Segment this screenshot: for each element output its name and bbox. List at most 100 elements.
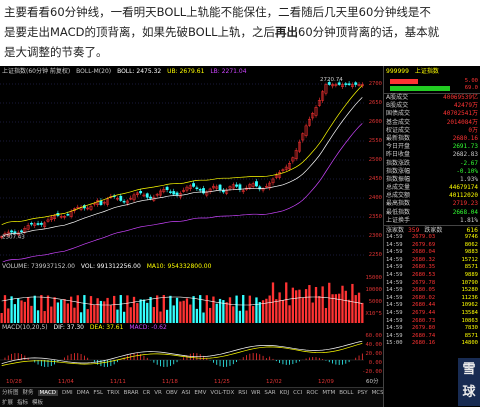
candle-body <box>165 186 169 190</box>
indicator-tab[interactable]: DMA <box>76 390 90 396</box>
candle-body <box>135 192 139 196</box>
candle-body <box>159 190 162 196</box>
volume-bar <box>146 302 149 323</box>
indicator-tab[interactable]: SAR <box>264 390 276 396</box>
indicator-tab-row: 分析图 财务 MACD DMI DMA FSL TRIX BRAR CR VR OBV ASI EMV V… <box>0 388 387 398</box>
volume-bar <box>86 309 89 323</box>
volume-bar <box>195 308 199 323</box>
indicator-tab[interactable]: FSL <box>93 390 104 396</box>
macd-axis-label: 60.00 <box>365 333 382 339</box>
candle-body <box>202 188 205 194</box>
indicator-tab[interactable]: WR <box>251 390 261 396</box>
indicator-tabs: 分析图 财务 MACD DMI DMA FSL TRIX BRAR CR VR OBV ASI EMV V… <box>0 387 387 407</box>
indicator-tab[interactable]: KDJ <box>279 390 290 396</box>
indicator-tab[interactable]: VR <box>154 390 162 396</box>
quote-header: 999999 上证指数 <box>384 66 480 77</box>
volume-bar <box>175 297 179 323</box>
candle-body <box>89 205 93 210</box>
candle-body <box>258 186 262 190</box>
quote-stat-label: 基金成交 <box>386 118 411 126</box>
quote-stat-row: 指数涨跌 -2.67 <box>384 160 480 168</box>
indicator-tab[interactable]: RSI <box>238 390 248 396</box>
quote-stat-label: 指数涨跌 <box>386 159 411 167</box>
candle-body <box>192 183 195 187</box>
volume-bar <box>40 295 43 323</box>
tick-row: 14:59 2680.73 10863 <box>384 318 480 326</box>
indicator-tab[interactable]: BRAR <box>123 390 139 396</box>
candle-body <box>311 112 315 119</box>
indicator-tab-row-2: 扩展 指标 模板 <box>0 398 383 407</box>
quote-stat-value: 0万 <box>468 126 478 134</box>
indicator-tab[interactable]: CR <box>142 390 151 396</box>
candle-body <box>182 189 186 192</box>
indicator-tab[interactable]: BOLL <box>339 390 354 396</box>
candle-body <box>149 196 152 199</box>
tick-volume: 8571 <box>464 264 478 271</box>
volume-bar <box>3 295 7 323</box>
tick-time: 14:59 <box>386 256 403 263</box>
indicator-tab[interactable]: TRIX <box>107 390 120 396</box>
volume-bar <box>298 289 301 323</box>
indicator-tab[interactable]: 财务 <box>22 390 34 396</box>
tick-price: 2679.80 <box>412 325 436 332</box>
quote-stat-value: 2691.73 <box>452 143 478 151</box>
indicator-tab[interactable]: DMI <box>62 390 73 396</box>
indicator-tab[interactable]: PSY <box>357 390 368 396</box>
tick-row: 14:59 2680.02 11236 <box>384 295 480 303</box>
volume-bar <box>189 304 192 323</box>
volume-bar <box>331 294 334 323</box>
indicator-tab[interactable]: ASI <box>181 390 191 396</box>
candle-body <box>284 166 288 170</box>
breadth-down-value: 69.0 <box>464 85 478 91</box>
candle-body <box>198 189 202 191</box>
volume-bar <box>225 302 228 323</box>
indicator-tab[interactable]: 模板 <box>32 400 44 406</box>
indicator-tab[interactable]: MCST <box>371 390 387 396</box>
indicator-tab[interactable]: VOL-TDX <box>210 390 235 396</box>
indicator-tab[interactable]: ROC <box>306 390 319 396</box>
indicator-tab[interactable]: MTM <box>322 390 336 396</box>
candle-body <box>76 206 80 209</box>
volume-bar <box>208 307 212 323</box>
volume-bar <box>83 295 86 323</box>
tick-price: 2679.03 <box>412 234 436 240</box>
macd-chart-svg <box>0 340 364 367</box>
tick-time: 14:59 <box>386 264 403 271</box>
volume-bar <box>10 296 13 323</box>
tick-row: 14:59 2679.44 13584 <box>384 310 480 318</box>
volume-bar <box>53 297 56 323</box>
volume-bar <box>232 306 235 323</box>
price-chart[interactable]: 2720.74 2307.43 <box>0 77 364 263</box>
indicator-tab[interactable]: OBV <box>165 390 178 396</box>
macd-chart[interactable] <box>0 332 364 377</box>
tick-time: 14:59 <box>386 234 403 240</box>
tick-list[interactable]: 14:59 2679.03 9746 14:59 2679.69 8062 14:59 268… <box>384 234 480 348</box>
candle-body <box>261 188 265 191</box>
quote-stat-label: 指数振幅 <box>386 175 411 183</box>
indicator-tab[interactable]: 指标 <box>17 400 29 406</box>
candle-body <box>102 201 106 204</box>
macd-title-bar: MACD(10,20,5) DIF: 37.30 DEA: 37.61 MACD… <box>0 323 364 332</box>
boll-value: BOLL: 2475.32 <box>117 68 162 75</box>
indicator-tab[interactable]: 扩展 <box>2 400 14 406</box>
tick-time: 14:59 <box>386 302 403 309</box>
high-price-label: 2720.74 <box>320 77 343 83</box>
tick-time: 14:59 <box>386 271 403 278</box>
price-axis-label: 2350 <box>368 214 382 220</box>
indicator-tab[interactable]: EMV <box>194 390 207 396</box>
volume-bar <box>106 297 109 323</box>
volume-title-bar: VOLUME: 739937152.00 VOL: 991312256.00 M… <box>0 262 364 271</box>
tick-row: 14:59 2679.80 7830 <box>384 325 480 333</box>
candle-body <box>314 106 318 116</box>
volume-bar <box>7 308 10 323</box>
indicator-tab[interactable]: 分析图 <box>2 390 19 396</box>
tick-time: 14:59 <box>386 294 403 301</box>
volume-bar <box>172 305 175 323</box>
article-line-2: 是要走出MACD的顶背离，如果先破BOLL上轨，之后再出60分钟顶背离的话，基本… <box>4 25 440 39</box>
volume-chart[interactable] <box>0 271 364 323</box>
indicator-tab[interactable]: MACD <box>37 390 59 396</box>
volume-bar <box>285 282 288 323</box>
indicator-tab[interactable]: CCI <box>293 390 303 396</box>
tick-price: 2680.53 <box>412 271 436 278</box>
volume-bar <box>205 295 208 323</box>
